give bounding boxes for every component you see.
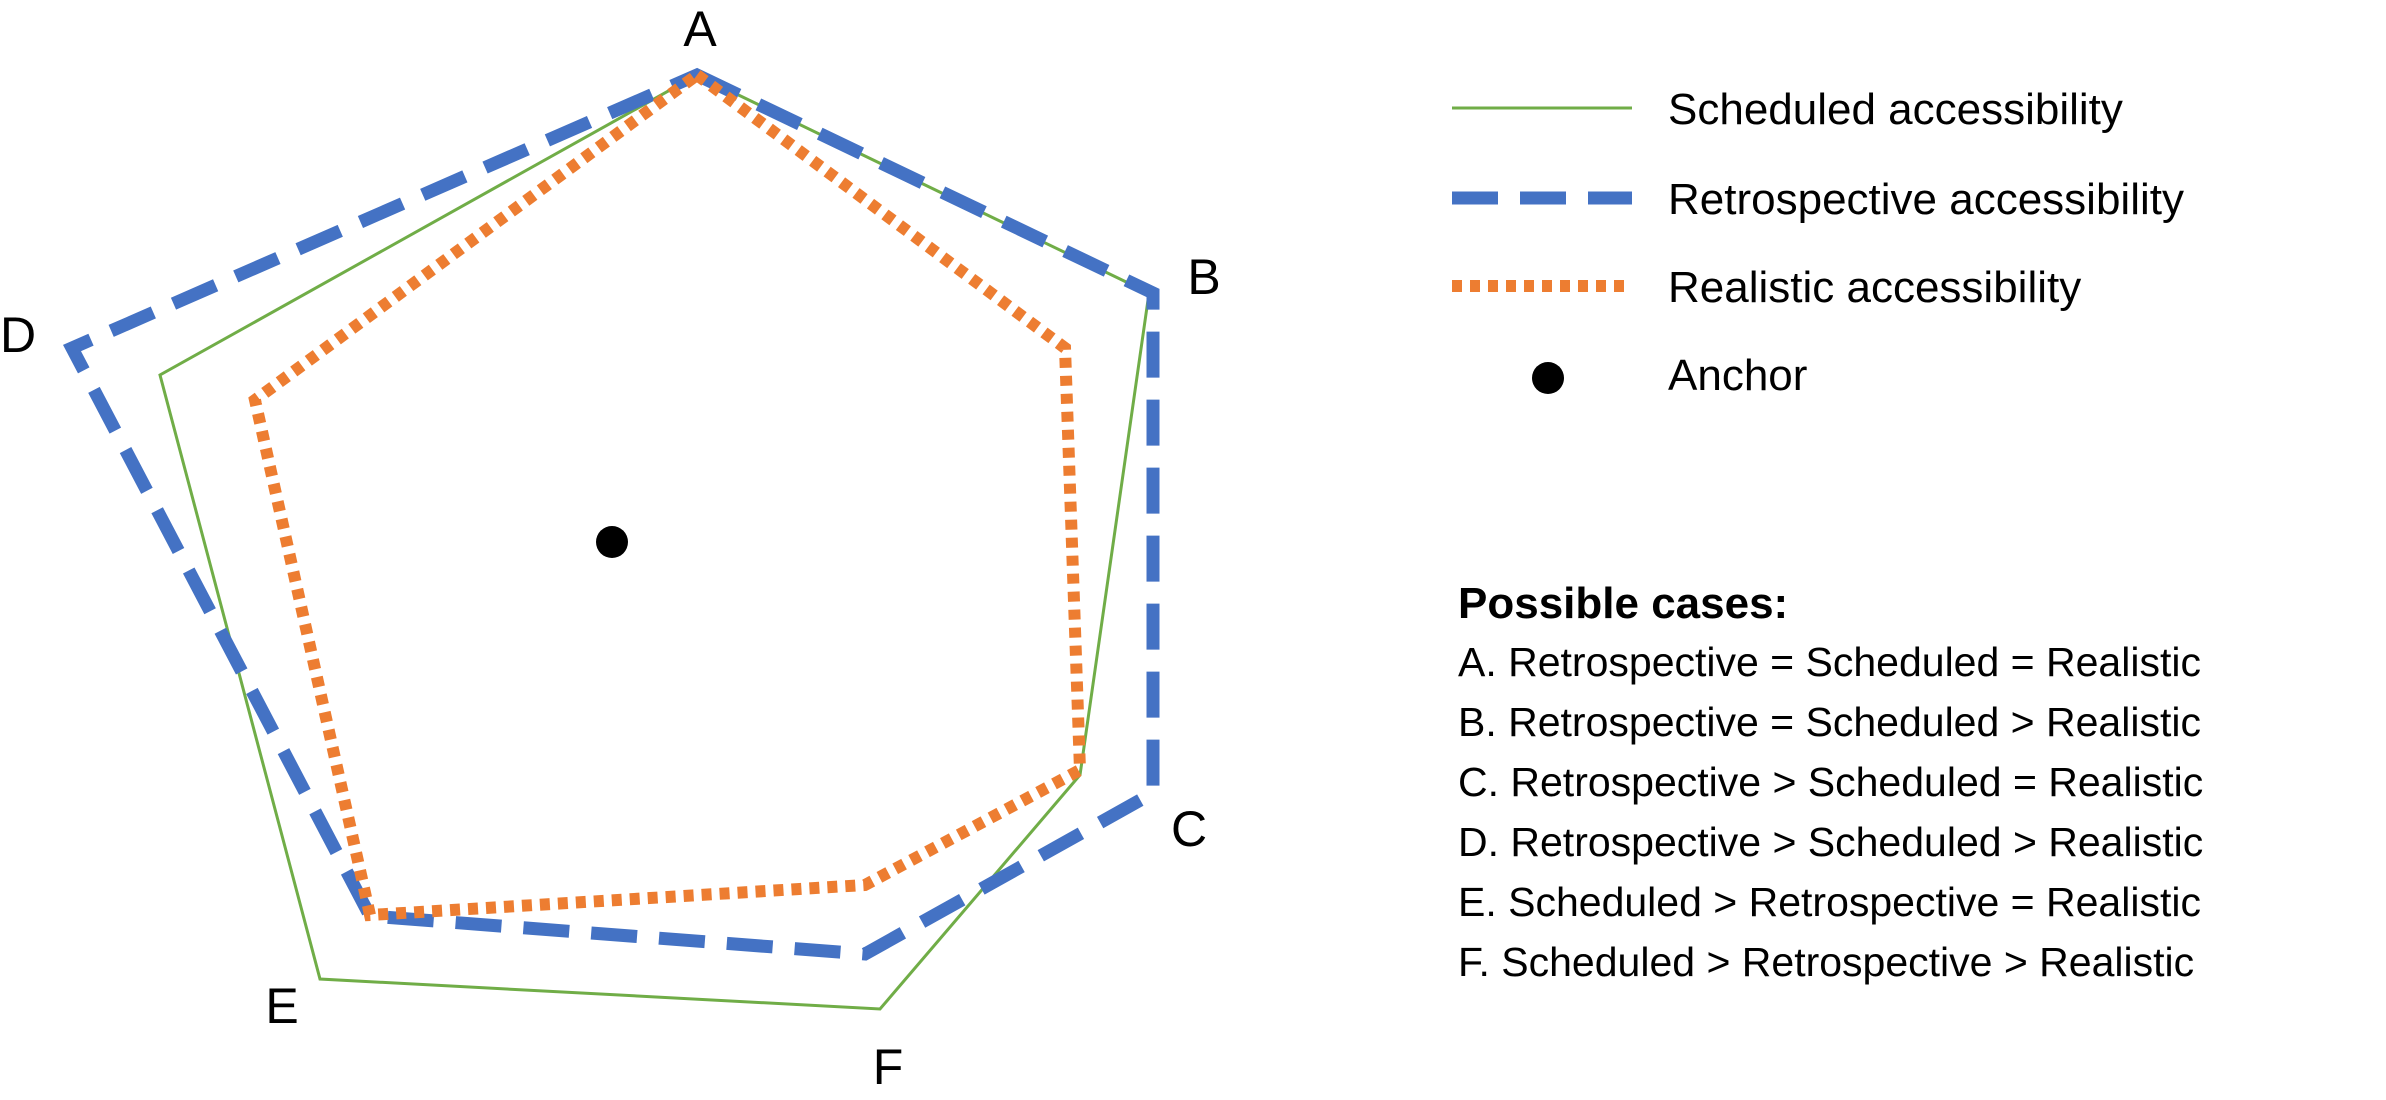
vertex-label-b: B [1187, 249, 1220, 305]
possible-cases-panel: Possible cases: A. Retrospective = Sched… [1458, 575, 2203, 992]
case-item-e: E. Scheduled > Retrospective = Realistic [1458, 879, 2201, 926]
vertex-label-d: D [0, 307, 36, 363]
realistic-polygon [248, 67, 1087, 922]
case-item-d: D. Retrospective > Scheduled > Realistic [1458, 819, 2204, 866]
legend: Scheduled accessibility Retrospective ac… [1452, 85, 2184, 400]
case-item-a: A. Retrospective = Scheduled = Realistic [1458, 639, 2201, 686]
legend-label-scheduled: Scheduled accessibility [1668, 85, 2123, 134]
anchor-point [596, 526, 628, 558]
retrospective-polygon [63, 67, 1160, 961]
vertex-label-e: E [265, 978, 298, 1034]
scheduled-polygon [158, 73, 1151, 1011]
case-item-c: C. Retrospective > Scheduled = Realistic [1458, 759, 2204, 806]
vertex-label-a: A [683, 1, 717, 57]
case-item-b: B. Retrospective = Scheduled > Realistic [1458, 699, 2201, 746]
legend-label-retrospective: Retrospective accessibility [1668, 175, 2184, 224]
case-item-f: F. Scheduled > Retrospective > Realistic [1458, 939, 2195, 986]
legend-label-anchor: Anchor [1668, 351, 1807, 400]
legend-label-realistic: Realistic accessibility [1668, 263, 2081, 312]
legend-swatch-anchor [1532, 362, 1564, 394]
vertex-label-c: C [1171, 801, 1207, 857]
vertex-label-f: F [873, 1039, 904, 1095]
possible-cases-title: Possible cases: [1458, 579, 1789, 628]
